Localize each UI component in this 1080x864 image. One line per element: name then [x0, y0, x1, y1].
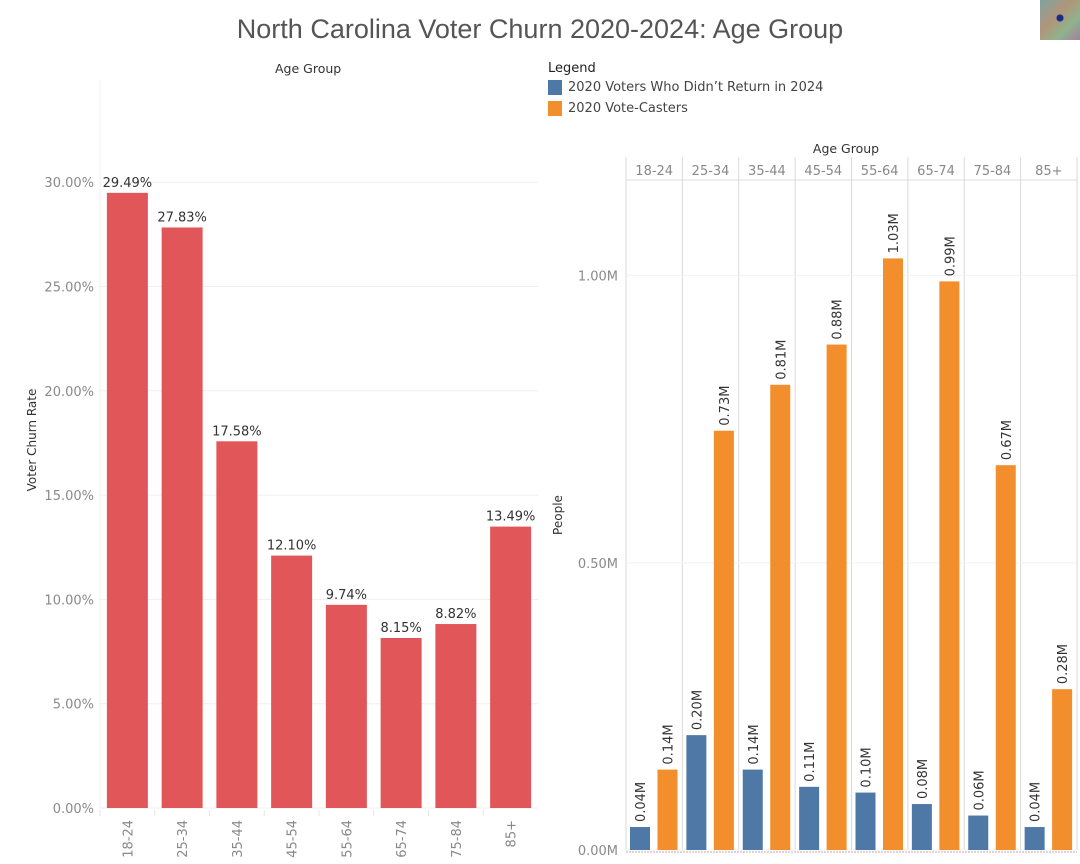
- bar-25-34: [161, 227, 203, 809]
- x-tick-label: 65-74: [395, 820, 410, 858]
- bar-85+-vote-casters: [1052, 689, 1073, 850]
- bar-25-34-not-returned: [686, 735, 707, 850]
- thumbnail-image: [1040, 0, 1080, 40]
- column-header-35-44: 35-44: [748, 164, 786, 179]
- data-label: 0.08M: [916, 759, 931, 799]
- bar-85+-not-returned: [1024, 827, 1045, 850]
- y-tick-label: 10.00%: [44, 593, 94, 608]
- data-label: 8.15%: [380, 621, 421, 636]
- bar-55-64-vote-casters: [883, 258, 903, 850]
- churn-rate-chart: 29.49% 27.83% 17.58% 12.10% 9.74% 8.15% 8.82% 1…: [25, 80, 538, 858]
- legend-swatch-orange: [548, 101, 562, 116]
- y-axis-label: People: [551, 495, 565, 535]
- x-tick-label: 75-84: [450, 820, 465, 858]
- column-header-18-24: 18-24: [635, 164, 673, 179]
- y-tick-label: 1.00M: [578, 270, 618, 285]
- data-label: 0.73M: [718, 386, 733, 426]
- legend-item-not-returned[interactable]: 2020 Voters Who Didn’t Return in 2024: [548, 80, 823, 95]
- bar-18-24: [106, 192, 148, 808]
- y-tick-label: 0.50M: [578, 557, 618, 572]
- data-label: 13.49%: [486, 510, 536, 525]
- y-tick-label: 20.00%: [44, 385, 94, 400]
- y-tick-label: 25.00%: [44, 281, 94, 296]
- bar-45-54: [271, 555, 313, 808]
- people-chart: Age Group 0.04M 0.14M 0.20M 0.73M 0.14M 0.81M…: [551, 141, 1078, 859]
- data-label: 27.83%: [157, 210, 207, 225]
- data-label: 0.14M: [662, 724, 677, 764]
- x-tick-label: 55-64: [340, 820, 355, 858]
- x-tick-label: 18-24: [121, 820, 136, 858]
- data-label: 0.10M: [860, 747, 875, 787]
- column-header-85+: 85+: [1035, 164, 1062, 179]
- data-label: 0.11M: [803, 742, 818, 782]
- bar-75-84-vote-casters: [995, 465, 1016, 850]
- legend-swatch-blue: [548, 80, 562, 95]
- y-tick-label: 0.00%: [53, 802, 94, 817]
- column-header-65-74: 65-74: [917, 164, 955, 179]
- data-label: 1.03M: [887, 213, 902, 253]
- bar-45-54-vote-casters: [826, 344, 847, 850]
- x-tick-label: 35-44: [231, 820, 246, 858]
- bar-35-44-vote-casters: [770, 384, 791, 850]
- y-axis-label: Voter Churn Rate: [25, 389, 39, 492]
- data-label: 0.67M: [1000, 420, 1015, 460]
- data-label: 0.06M: [972, 770, 987, 810]
- data-label: 0.04M: [634, 782, 649, 822]
- data-label: 0.20M: [690, 690, 705, 730]
- data-label: 0.88M: [831, 299, 846, 339]
- legend-label: 2020 Voters Who Didn’t Return in 2024: [568, 80, 824, 95]
- right-chart-header: Age Group: [813, 141, 879, 156]
- legend-item-vote-casters[interactable]: 2020 Vote-Casters: [548, 101, 688, 116]
- data-label: 0.28M: [1056, 644, 1071, 684]
- column-header-55-64: 55-64: [861, 164, 899, 179]
- column-header-25-34: 25-34: [692, 164, 730, 179]
- column-header-75-84: 75-84: [974, 164, 1012, 179]
- data-label: 29.49%: [103, 176, 153, 191]
- y-tick-label: 5.00%: [53, 698, 94, 713]
- bar-65-74: [380, 637, 422, 808]
- legend-label: 2020 Vote-Casters: [568, 101, 688, 116]
- bar-75-84: [435, 624, 477, 808]
- bar-18-24-vote-casters: [657, 769, 678, 850]
- data-label: 9.74%: [326, 588, 367, 603]
- x-tick-label: 25-34: [176, 820, 191, 858]
- x-tick-label: 45-54: [286, 820, 301, 858]
- dashboard-title: North Carolina Voter Churn 2020-2024: Ag…: [236, 14, 844, 44]
- data-label: 0.04M: [1029, 782, 1044, 822]
- bar-35-44-not-returned: [742, 769, 763, 850]
- y-tick-label: 15.00%: [44, 489, 94, 504]
- data-label: 17.58%: [212, 424, 262, 439]
- data-label: 12.10%: [267, 539, 317, 554]
- bar-75-84-not-returned: [968, 815, 989, 850]
- data-label: 0.81M: [774, 340, 789, 380]
- y-tick-label: 30.00%: [44, 176, 94, 191]
- data-label: 0.14M: [747, 724, 762, 764]
- y-tick-label: 0.00M: [578, 844, 618, 859]
- left-chart-header: Age Group: [275, 61, 342, 76]
- x-tick-label: 85+: [505, 820, 520, 847]
- legend-title: Legend: [548, 61, 596, 76]
- bar-45-54-not-returned: [799, 786, 820, 850]
- bar-25-34-vote-casters: [713, 430, 734, 850]
- bar-35-44: [216, 441, 258, 808]
- bar-55-64: [325, 604, 367, 808]
- bar-85+: [490, 526, 532, 808]
- bar-55-64-not-returned: [855, 792, 876, 850]
- column-header-45-54: 45-54: [804, 164, 842, 179]
- bar-18-24-not-returned: [630, 827, 650, 850]
- data-label: 8.82%: [435, 607, 476, 622]
- bar-65-74-vote-casters: [939, 281, 960, 850]
- bar-65-74-not-returned: [911, 804, 932, 850]
- data-label: 0.99M: [943, 236, 958, 276]
